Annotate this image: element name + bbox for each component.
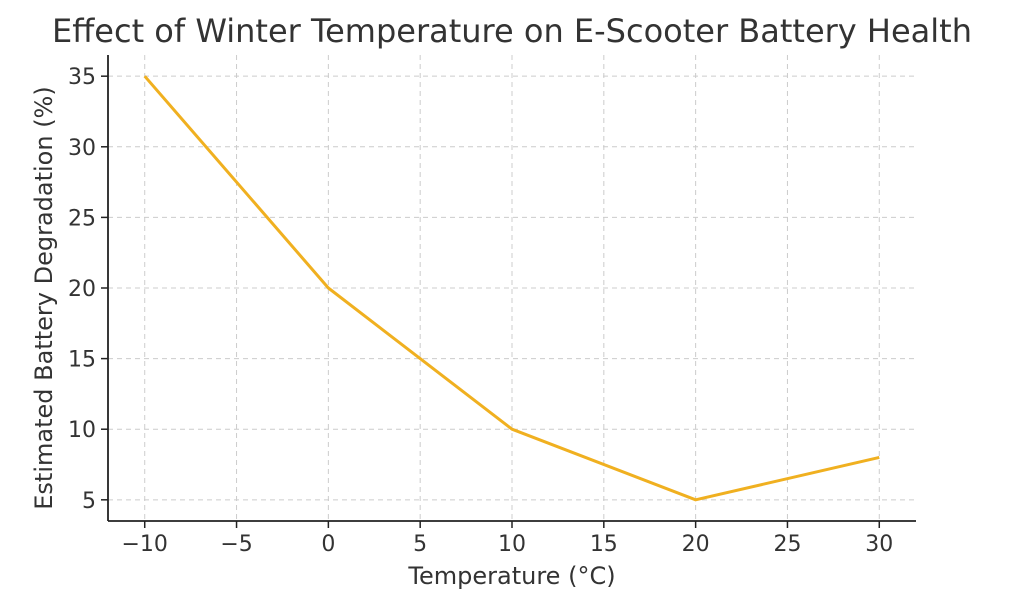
y-tick-label: 35 (68, 65, 96, 90)
x-tick-label: 10 (498, 532, 526, 557)
x-tick-label: −5 (220, 532, 252, 557)
x-tick-label: 0 (321, 532, 335, 557)
series (143, 75, 880, 502)
ticks: −10 −5 0 5 10 15 20 25 30 5 10 15 20 25 30 35 (68, 65, 893, 557)
y-tick-label: 15 (68, 348, 96, 373)
x-tick-label: 15 (590, 532, 618, 557)
data-line (143, 75, 880, 502)
y-tick-label: 10 (68, 418, 96, 443)
x-tick-label: 20 (682, 532, 710, 557)
x-tick-label: 30 (865, 532, 893, 557)
x-tick-label: 5 (413, 532, 427, 557)
y-tick-label: 20 (68, 277, 96, 302)
x-tick-label: 25 (773, 532, 801, 557)
y-axis-label: Estimated Battery Degradation (%) (30, 86, 58, 509)
x-tick-label: −10 (122, 532, 168, 557)
y-tick-label: 25 (68, 206, 96, 231)
y-tick-label: 5 (82, 489, 96, 514)
chart-title: Effect of Winter Temperature on E-Scoote… (52, 12, 972, 50)
y-tick-label: 30 (68, 136, 96, 161)
x-axis-label: Temperature (°C) (407, 562, 615, 590)
grid (108, 55, 916, 521)
